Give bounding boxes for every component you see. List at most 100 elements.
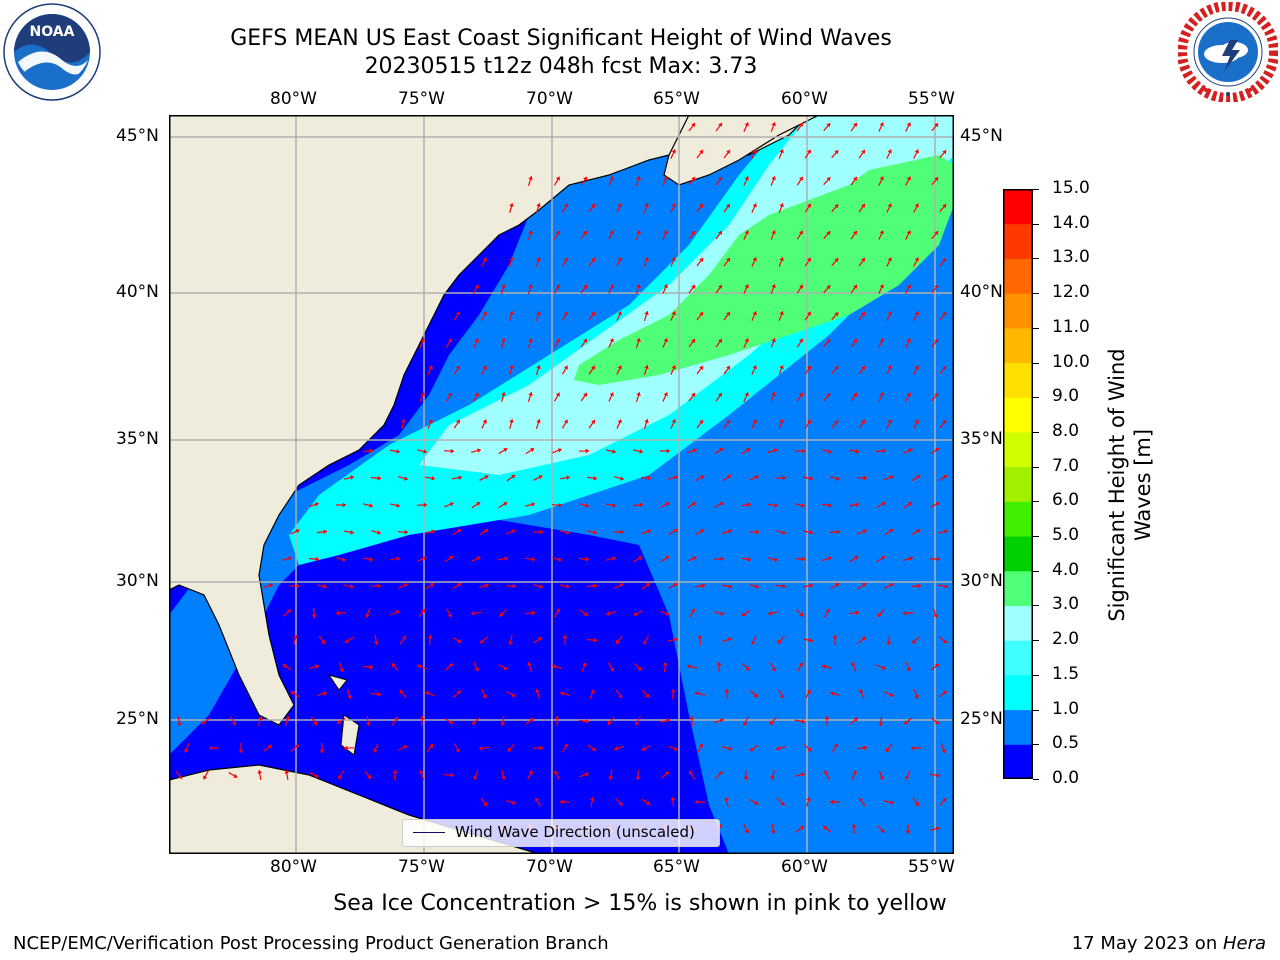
colorbar-tick-mark	[1033, 779, 1039, 780]
wave-direction-arrowhead	[744, 392, 749, 397]
wave-direction-arrowhead	[620, 476, 624, 481]
wave-direction-arrowhead	[942, 204, 947, 209]
colorbar-swatch	[1003, 709, 1033, 745]
wave-direction-arrowhead	[535, 689, 540, 694]
colorbar-swatch	[1003, 223, 1033, 259]
wave-direction-arrowhead	[887, 311, 892, 316]
wave-direction-arrowhead	[727, 475, 732, 479]
wave-direction-arrowhead	[430, 583, 435, 587]
wave-direction-arrowhead	[799, 338, 803, 343]
wave-direction-arrowhead	[799, 230, 803, 235]
wave-direction-arrowhead	[822, 664, 826, 669]
wave-direction-arrowhead	[509, 311, 514, 315]
wave-direction-arrowhead	[770, 776, 775, 780]
lon-tick-top-65w: 65°W	[653, 89, 700, 109]
wave-direction-arrowhead	[862, 583, 867, 587]
lat-tick-right-30n: 30°N	[960, 571, 1003, 591]
wave-direction-arrowhead	[268, 583, 273, 588]
wave-direction-arrowhead	[641, 746, 646, 751]
wave-direction-arrowhead	[744, 230, 749, 235]
colorbar-tick-mark	[1033, 536, 1039, 538]
wave-direction-arrowhead	[419, 716, 425, 720]
wave-direction-arrowhead	[828, 502, 832, 508]
chart-subtitle: 20230515 t12z 048h fcst Max: 3.73	[364, 54, 758, 79]
wave-direction-arrowhead	[670, 689, 676, 693]
wave-direction-arrowhead	[801, 719, 805, 724]
wave-direction-arrowhead	[853, 392, 857, 397]
wave-direction-arrowhead	[861, 203, 865, 208]
wave-direction-arrowhead	[914, 203, 919, 208]
wave-direction-arrowhead	[635, 776, 641, 780]
wave-direction-arrowhead	[691, 285, 695, 289]
wave-direction-arrowhead	[536, 257, 541, 261]
wave-direction-arrowhead	[449, 502, 454, 507]
wave-direction-arrowhead	[914, 694, 919, 699]
wave-direction-arrowhead	[752, 419, 757, 424]
wave-direction-arrowhead	[935, 664, 939, 668]
wave-direction-arrowhead	[726, 366, 730, 370]
wave-band-3.0-4.0	[574, 155, 954, 385]
wave-direction-arrowhead	[501, 338, 506, 342]
wave-direction-arrowhead	[779, 694, 784, 699]
wave-direction-arrowhead	[944, 584, 948, 589]
wave-direction-arrowhead	[404, 529, 408, 535]
wave-direction-arrowhead	[509, 203, 514, 207]
map-panel	[169, 115, 954, 854]
wave-direction-arrowhead	[610, 667, 614, 672]
wave-direction-arrowhead	[644, 365, 649, 369]
wave-direction-arrowhead	[593, 637, 597, 643]
colorbar-tick-mark	[1033, 501, 1039, 503]
wave-direction-arrowhead	[887, 203, 892, 208]
colorbar-title-line2: Waves [m]	[1131, 428, 1155, 542]
wave-direction-arrowhead	[512, 583, 516, 589]
colorbar	[1003, 189, 1033, 780]
wave-direction-arrowhead	[906, 338, 911, 343]
wave-direction-arrowhead	[889, 475, 894, 480]
lon-tick-top-75w: 75°W	[398, 89, 445, 109]
wave-direction-arrowhead	[538, 475, 543, 480]
wave-direction-arrowhead	[474, 667, 479, 672]
wave-direction-arrowhead	[718, 177, 722, 181]
wave-direction-arrowhead	[507, 747, 512, 752]
wave-direction-arrowhead	[776, 746, 780, 751]
wave-direction-arrowhead	[771, 176, 776, 181]
wave-direction-arrowhead	[509, 365, 514, 369]
wave-direction-arrowhead	[809, 583, 813, 588]
wave-direction-arrowhead	[339, 668, 344, 672]
wave-direction-arrowhead	[861, 636, 866, 641]
wave-direction-arrowhead	[427, 635, 433, 639]
wave-direction-arrowhead	[934, 393, 939, 398]
colorbar-tick-mark	[1033, 466, 1039, 468]
wave-direction-arrowhead	[671, 257, 676, 262]
wave-direction-arrowhead	[557, 448, 562, 453]
sea-ice-note-text: Sea Ice Concentration > 15% is shown in …	[333, 891, 947, 916]
wave-direction-arrowhead	[936, 556, 940, 562]
colorbar-swatch	[1003, 744, 1033, 780]
wave-direction-arrowhead	[905, 830, 911, 834]
wave-direction-arrowhead	[482, 694, 487, 699]
wave-direction-arrowhead	[782, 475, 786, 481]
chart-title: GEFS MEAN US East Coast Significant Heig…	[230, 26, 892, 51]
wave-direction-arrowhead	[482, 419, 487, 424]
wave-direction-arrowhead	[293, 635, 298, 639]
wave-direction-arrowhead	[646, 583, 651, 587]
wave-direction-arrowhead	[528, 230, 533, 234]
wave-direction-arrowhead	[716, 662, 722, 666]
wave-direction-arrowhead	[563, 419, 568, 424]
wave-direction-arrowhead	[474, 338, 479, 343]
wave-direction-arrowhead	[431, 476, 435, 481]
wave-direction-arrowhead	[528, 338, 533, 342]
wave-direction-arrowhead	[806, 689, 811, 694]
wave-direction-arrowhead	[472, 720, 477, 725]
colorbar-tick-label: 6.0	[1052, 490, 1080, 511]
colorbar-tick-mark	[1033, 189, 1039, 190]
graticule	[169, 115, 954, 854]
wave-direction-arrowhead	[934, 123, 939, 128]
colorbar-swatch	[1003, 501, 1033, 537]
colorbar-tick-mark	[1033, 570, 1039, 572]
wave-direction-arrowhead	[403, 583, 408, 588]
wave-direction-arrowhead	[801, 556, 805, 562]
wave-direction-arrowhead	[296, 583, 300, 589]
wave-direction-arrowhead	[889, 692, 894, 697]
wave-direction-arrowhead	[425, 691, 430, 696]
